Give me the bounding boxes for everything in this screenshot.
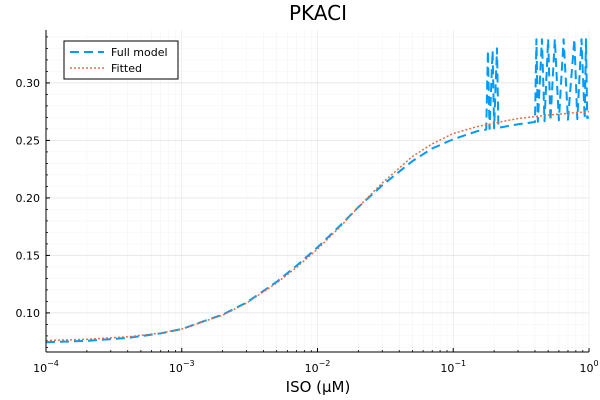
y-tick-label: 0.15 [16,249,41,262]
y-tick-label: 0.30 [16,77,41,90]
legend-label-full-model: Full model [111,46,168,59]
series-layer [45,38,590,344]
y-tick-label: 0.20 [16,192,41,205]
x-tick-label: 10−4 [33,359,59,375]
x-tick-label: 10−1 [440,359,466,375]
chart-title: PKACI [289,1,347,25]
series-line-full-model [45,38,590,344]
legend: Full model Fitted [63,40,179,80]
x-tick-label: 10−3 [169,359,195,375]
x-tick-label: 10−2 [305,359,331,375]
axes [45,30,590,353]
series-line-fitted [45,110,590,342]
legend-label-fitted: Fitted [111,62,142,75]
minor-grid [46,30,589,352]
x-tick-label: 100 [579,359,598,375]
y-tick-label: 0.25 [16,134,41,147]
y-tick-label: 0.10 [16,307,41,320]
legend-box [63,40,179,80]
x-axis-label: ISO (μM) [286,378,351,396]
tick-labels: 10−4 10−3 10−2 10−1 100 0.10 0.15 0.20 0.25 0.30 [16,77,599,375]
